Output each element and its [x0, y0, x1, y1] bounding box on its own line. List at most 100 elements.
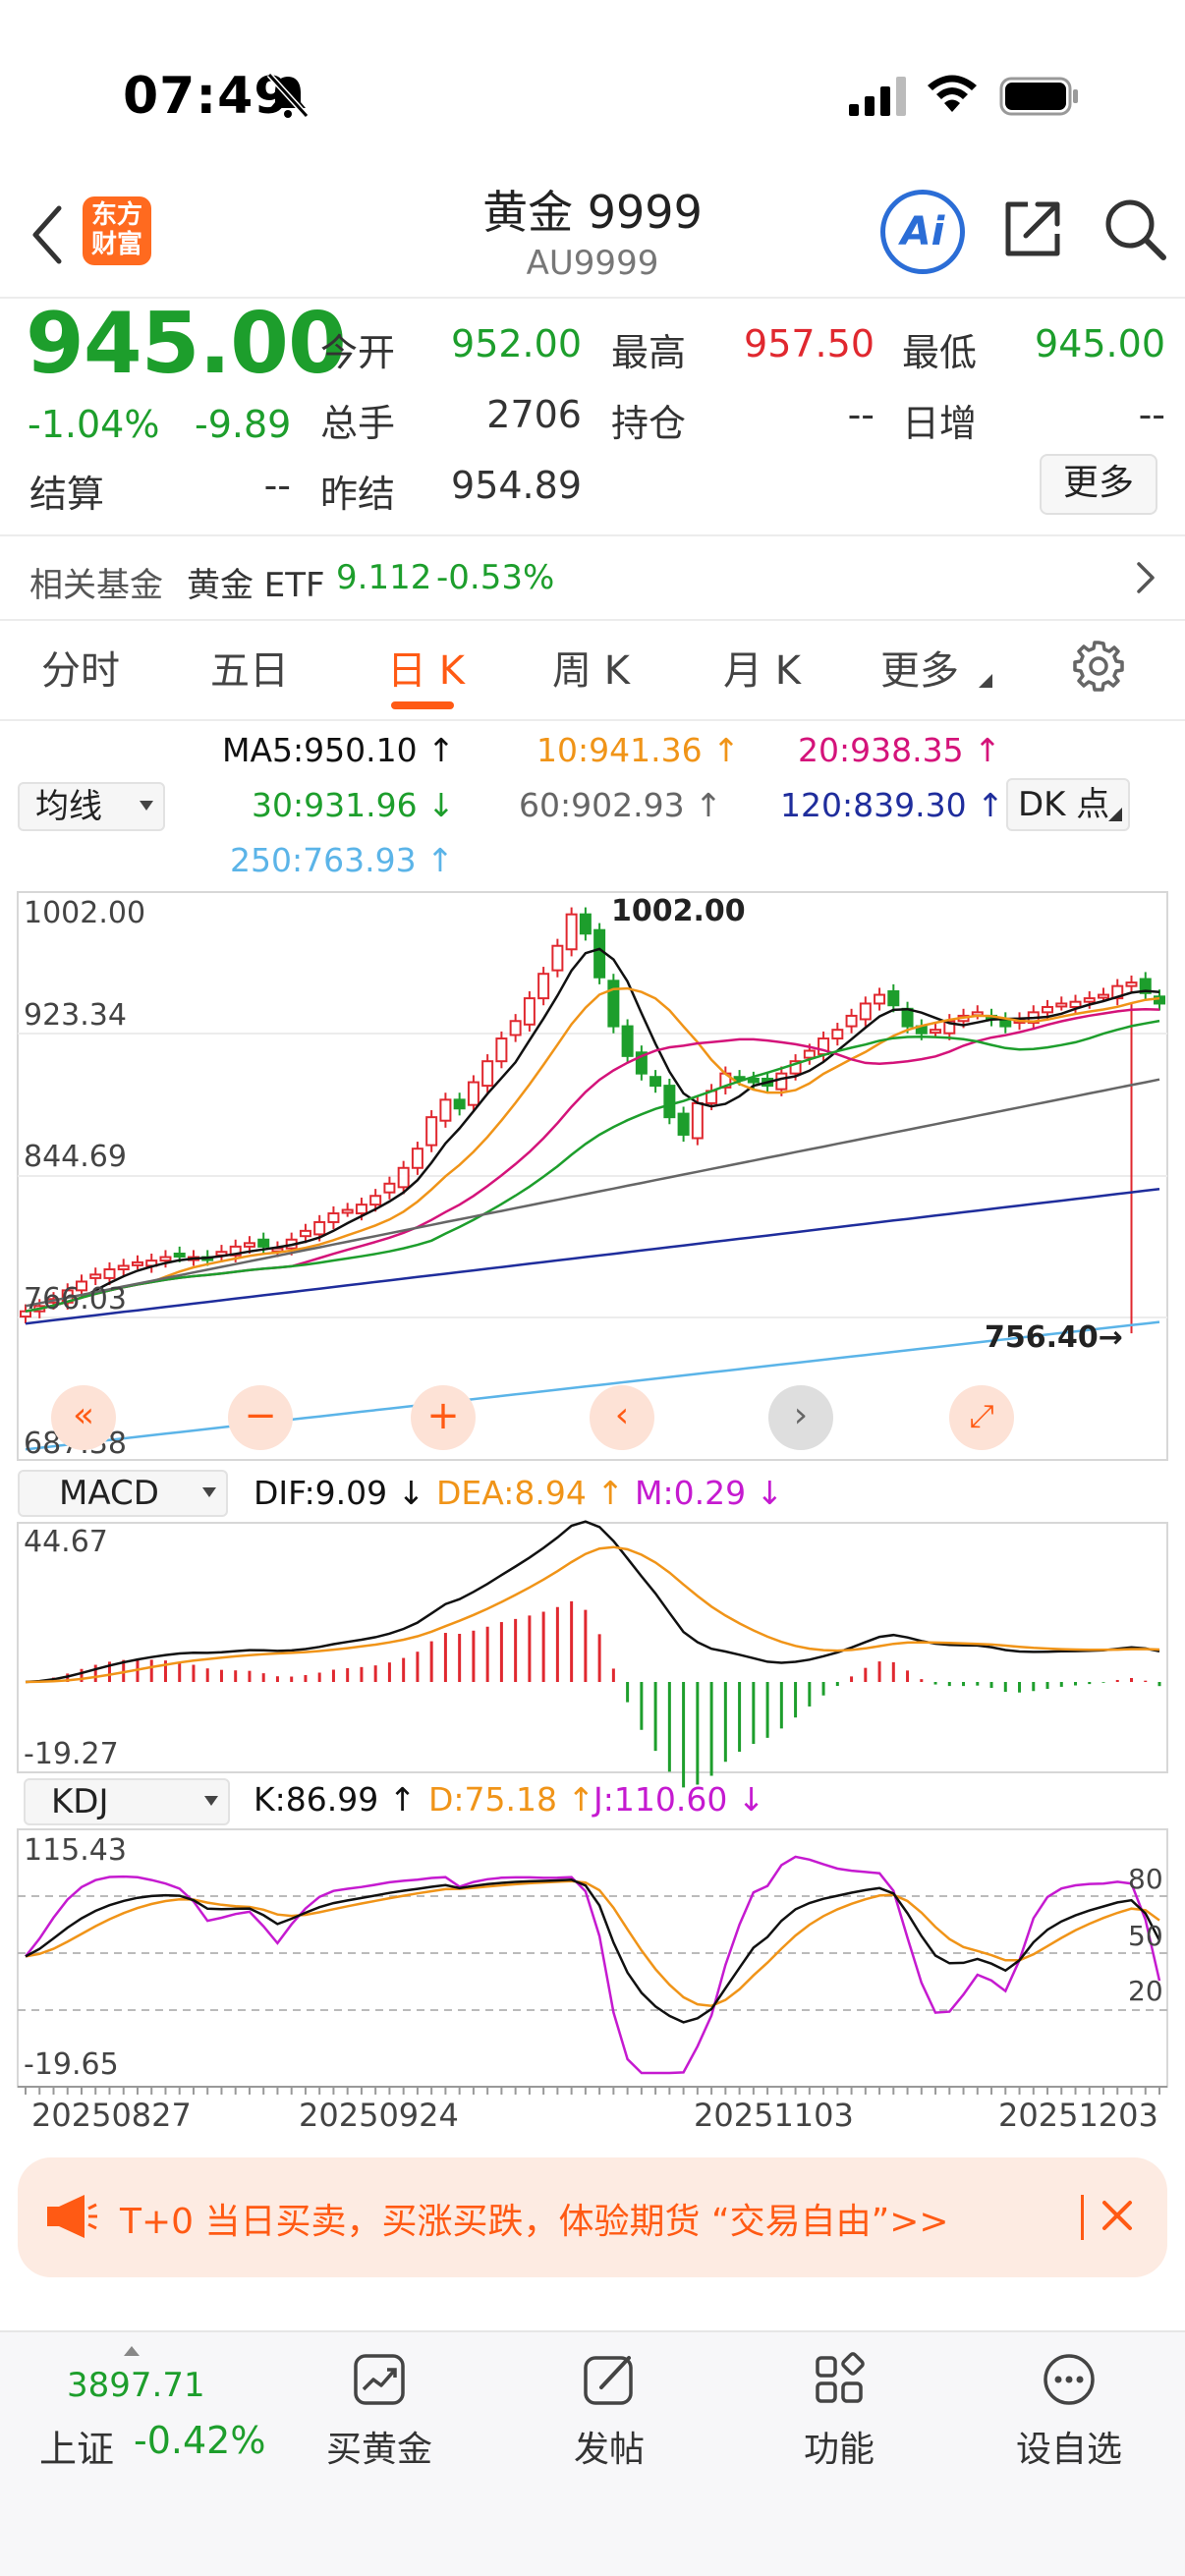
ma30-value: 30:931.96 ↓: [252, 786, 455, 824]
ma60-line: [25, 1078, 1160, 1308]
scroll-left-icon[interactable]: ‹: [590, 1385, 654, 1450]
tab-more[interactable]: 更多: [880, 648, 959, 694]
candle-body: [89, 1273, 102, 1279]
date-label: 20251103: [694, 2097, 854, 2134]
ai-assistant-icon[interactable]: Ai: [880, 190, 965, 274]
dropdown-triangle-icon: [140, 801, 153, 811]
promo-banner[interactable]: [18, 2157, 1167, 2277]
search-icon[interactable]: [1100, 195, 1169, 263]
battery-icon: [999, 77, 1078, 116]
index-value[interactable]: 3897.71: [67, 2366, 205, 2405]
active-tab-indicator: [391, 701, 454, 709]
chart-trend-icon: [354, 2354, 405, 2405]
candle-body: [341, 1208, 354, 1214]
functions-button[interactable]: 功能: [770, 2350, 908, 2478]
kdj-level-80: 80: [1128, 1863, 1163, 1895]
kdj-lines-group: [25, 1855, 1161, 2075]
tab-five-day[interactable]: 五日: [210, 648, 289, 694]
megaphone-icon: [47, 2195, 97, 2238]
post-button[interactable]: 发帖: [540, 2350, 678, 2478]
low-value: 945.00: [1035, 322, 1165, 365]
fund-name: 黄金 ETF: [187, 566, 325, 605]
candle-body: [1111, 984, 1124, 1000]
ma-lines-group: [25, 947, 1160, 1451]
chart-scroll-start-icon[interactable]: «: [51, 1385, 116, 1450]
volume-value: 2706: [486, 393, 582, 436]
ma120-line: [25, 1187, 1160, 1325]
zoom-in-icon[interactable]: +: [411, 1385, 476, 1450]
more-button[interactable]: 更多: [1040, 454, 1157, 515]
date-ticks-group: [25, 2087, 1160, 2095]
axis-label-4: 766.03: [24, 1282, 127, 1316]
candle-body: [425, 1116, 438, 1147]
kdj-level-50: 50: [1128, 1920, 1163, 1952]
ma5-line: [25, 947, 1160, 1313]
volume-label: 总手: [320, 402, 396, 445]
candle-body: [930, 1029, 942, 1035]
tab-daily-k[interactable]: 日 K: [387, 648, 465, 694]
kline-chart[interactable]: [0, 0, 1185, 2102]
candle-body: [173, 1252, 186, 1258]
index-name[interactable]: 上证: [39, 2428, 115, 2471]
candle-body: [649, 1076, 662, 1088]
buy-gold-button[interactable]: 买黄金: [310, 2350, 448, 2478]
candle-body: [663, 1085, 676, 1119]
high-label: 最高: [611, 331, 687, 374]
expand-caret-icon[interactable]: [124, 2346, 140, 2356]
kdj-selector[interactable]: KDJ: [24, 1778, 230, 1825]
candle-body: [551, 944, 564, 972]
low-label: 最低: [902, 331, 978, 374]
axis-label-3: 844.69: [24, 1140, 127, 1174]
ma120-value: 120:839.30 ↑: [780, 786, 1004, 824]
index-percent[interactable]: -0.42%: [134, 2419, 266, 2462]
fund-percent: -0.53%: [436, 558, 555, 597]
candle-body: [874, 993, 886, 1005]
back-arrow-icon[interactable]: [28, 200, 67, 269]
ma60-value: 60:902.93 ↑: [519, 786, 722, 824]
dk-triangle-icon: [1108, 808, 1122, 821]
ma10-value: 10:941.36 ↑: [536, 731, 740, 769]
zoom-out-icon[interactable]: −: [228, 1385, 293, 1450]
date-label: 20250827: [31, 2097, 192, 2134]
date-label: 20251203: [998, 2097, 1158, 2134]
grid-apps-icon: [816, 2352, 865, 2403]
candle-body: [117, 1264, 130, 1271]
change-percent: -1.04%: [28, 403, 160, 446]
ma-selector[interactable]: 均线: [18, 782, 165, 831]
chevron-right-icon: [1137, 562, 1155, 593]
candle-body: [579, 913, 592, 935]
candle-body: [677, 1112, 690, 1136]
divider: [0, 534, 1185, 536]
candle-body: [803, 1049, 816, 1059]
candle-body: [775, 1072, 788, 1091]
scroll-right-icon[interactable]: ›: [768, 1385, 833, 1450]
close-icon[interactable]: [1100, 2199, 1134, 2232]
macd-selector[interactable]: MACD: [18, 1470, 228, 1517]
daily-inc-value: --: [1138, 393, 1165, 436]
add-watchlist-button[interactable]: 设自选: [1000, 2350, 1138, 2478]
fullscreen-icon[interactable]: ⤢: [949, 1385, 1014, 1450]
promo-separator: [1081, 2195, 1084, 2240]
kdj-axis-bottom: -19.65: [24, 2047, 119, 2082]
candle-body: [523, 997, 536, 1026]
candle-body: [327, 1212, 340, 1223]
axis-label-2: 923.34: [24, 998, 127, 1033]
candle-body: [509, 1020, 522, 1036]
candle-body: [1083, 997, 1096, 1003]
status-bar: 07:49: [0, 0, 1185, 187]
tab-weekly-k[interactable]: 周 K: [552, 648, 630, 694]
bottom-toolbar: [0, 2330, 1185, 2576]
macd-selector-label: MACD: [59, 1474, 159, 1513]
fund-price: 9.112: [336, 558, 432, 597]
dropdown-triangle-icon: [204, 1796, 218, 1806]
share-icon[interactable]: [1000, 196, 1065, 261]
candle-body: [453, 1098, 466, 1110]
page-title: 黄金 9999: [482, 186, 703, 239]
tab-monthly-k[interactable]: 月 K: [723, 648, 801, 694]
kdj-selector-label: KDJ: [51, 1782, 109, 1821]
candle-body: [383, 1182, 396, 1194]
dk-point-selector[interactable]: DK 点: [1006, 778, 1130, 831]
tab-intraday[interactable]: 分时: [41, 648, 120, 694]
gear-icon[interactable]: [1071, 639, 1126, 694]
candle-body: [635, 1051, 648, 1075]
